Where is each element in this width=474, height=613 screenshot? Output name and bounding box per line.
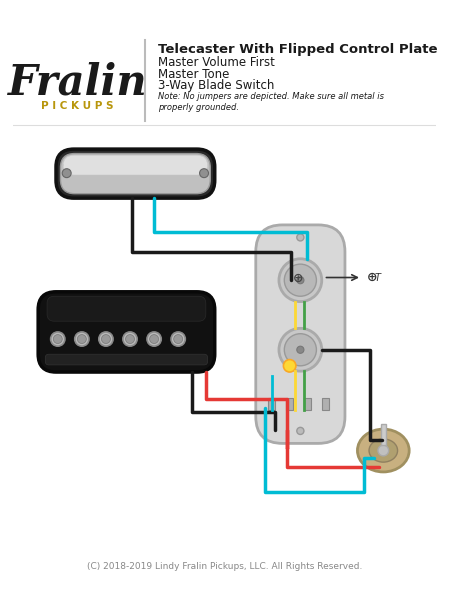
Circle shape xyxy=(53,335,62,343)
Circle shape xyxy=(284,333,317,366)
Text: ⊕: ⊕ xyxy=(293,272,304,285)
Bar xyxy=(381,424,386,445)
Circle shape xyxy=(99,332,113,346)
Circle shape xyxy=(378,445,389,456)
Ellipse shape xyxy=(357,429,409,472)
Circle shape xyxy=(297,234,304,241)
Circle shape xyxy=(171,332,185,346)
Text: 3-Way Blade Switch: 3-Way Blade Switch xyxy=(158,79,274,93)
Bar xyxy=(322,398,329,410)
Circle shape xyxy=(297,427,304,435)
Circle shape xyxy=(75,332,89,346)
FancyBboxPatch shape xyxy=(63,155,208,175)
Circle shape xyxy=(51,332,65,346)
Circle shape xyxy=(150,335,159,343)
Bar xyxy=(268,398,275,410)
Text: (C) 2018-2019 Lindy Fralin Pickups, LLC. All Rights Reserved.: (C) 2018-2019 Lindy Fralin Pickups, LLC.… xyxy=(87,562,362,571)
Bar xyxy=(304,398,311,410)
Bar xyxy=(286,398,293,410)
Text: Telecaster With Flipped Control Plate: Telecaster With Flipped Control Plate xyxy=(158,43,437,56)
FancyBboxPatch shape xyxy=(61,153,210,194)
Ellipse shape xyxy=(369,439,398,462)
Circle shape xyxy=(62,169,71,178)
Circle shape xyxy=(284,264,317,296)
Text: T: T xyxy=(374,273,381,283)
Circle shape xyxy=(77,335,86,343)
Text: Fralin: Fralin xyxy=(8,61,147,103)
Circle shape xyxy=(297,276,304,284)
Circle shape xyxy=(173,335,182,343)
FancyBboxPatch shape xyxy=(46,354,208,365)
FancyBboxPatch shape xyxy=(56,149,215,198)
Circle shape xyxy=(283,360,296,372)
Text: Master Tone: Master Tone xyxy=(158,67,229,81)
Text: ⊕: ⊕ xyxy=(366,271,377,284)
FancyBboxPatch shape xyxy=(38,292,215,372)
Text: Master Volume First: Master Volume First xyxy=(158,56,274,69)
Circle shape xyxy=(147,332,161,346)
Circle shape xyxy=(200,169,209,178)
Circle shape xyxy=(297,346,304,353)
Circle shape xyxy=(126,335,135,343)
Circle shape xyxy=(279,259,322,302)
Circle shape xyxy=(123,332,137,346)
Circle shape xyxy=(279,329,322,371)
FancyBboxPatch shape xyxy=(47,296,206,321)
FancyBboxPatch shape xyxy=(256,225,345,443)
Text: Note: No jumpers are depicted. Make sure all metal is
properly grounded.: Note: No jumpers are depicted. Make sure… xyxy=(158,92,383,112)
Circle shape xyxy=(101,335,110,343)
Text: P I C K U P S: P I C K U P S xyxy=(41,101,114,112)
